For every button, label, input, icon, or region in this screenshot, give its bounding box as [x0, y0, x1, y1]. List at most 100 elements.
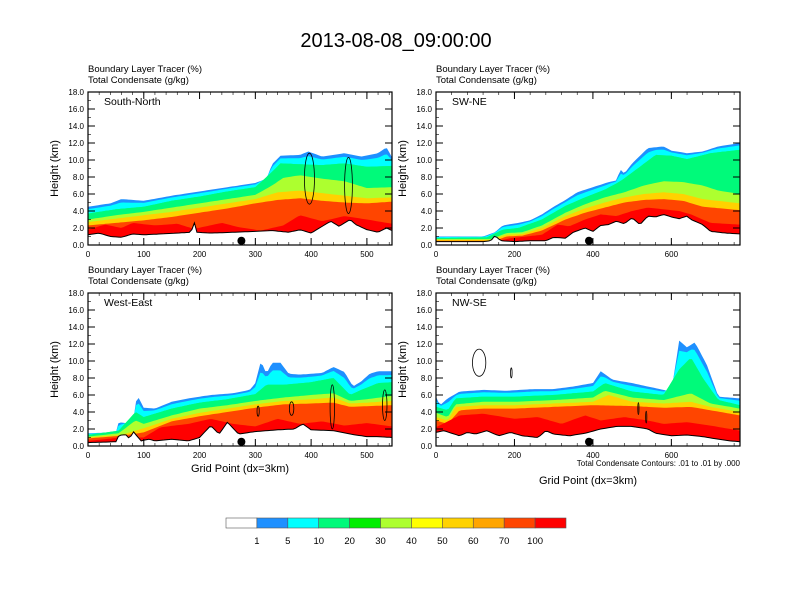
colorbar-swatch — [534, 517, 567, 529]
cross-section-label: SW-NE — [452, 96, 487, 108]
condensate-contour — [510, 367, 513, 379]
colorbar-label: 5 — [285, 536, 290, 547]
tracer-fill-t100-inner — [88, 418, 392, 443]
y-tick-label: 8.0 — [73, 374, 85, 383]
contour-info-label: Total Condensate Contours: .01 to .01 by… — [577, 459, 741, 468]
colorbar-swatch — [380, 517, 412, 529]
tracer-fill-t100-inner — [436, 413, 740, 442]
panel-subtitle-tracer: Boundary Layer Tracer (%) — [88, 265, 202, 276]
colorbar-label: 60 — [468, 536, 479, 547]
y-axis-label: Height (km) — [49, 140, 61, 197]
y-tick-label: 18.0 — [68, 289, 84, 298]
y-tick-label: 0.0 — [73, 241, 85, 250]
condensate-contour — [472, 348, 487, 377]
colorbar-swatch — [225, 517, 258, 529]
location-marker — [237, 236, 246, 245]
condensate-contour — [288, 401, 295, 416]
y-tick-label: 2.0 — [73, 425, 85, 434]
cross-section-label: South-North — [104, 96, 161, 108]
terrain-line — [436, 425, 740, 443]
x-tick-label: 0 — [86, 451, 91, 460]
colorbar-swatch — [411, 517, 443, 529]
terrain-line — [436, 214, 740, 243]
x-tick-label: 500 — [360, 250, 374, 259]
colorbar-label: 30 — [375, 536, 386, 547]
panel-subtitle-tracer: Boundary Layer Tracer (%) — [436, 265, 550, 276]
panel-subtitle-condensate: Total Condensate (g/kg) — [88, 276, 189, 287]
x-tick-label: 400 — [304, 451, 318, 460]
y-tick-label: 14.0 — [68, 122, 84, 131]
colorbar-label: 70 — [499, 536, 510, 547]
x-tick-label: 400 — [586, 250, 600, 259]
condensate-contour — [304, 152, 315, 205]
plot-area — [88, 148, 392, 245]
terrain-line — [88, 421, 392, 444]
x-tick-label: 100 — [137, 250, 151, 259]
panel-nw-se: Boundary Layer Tracer (%) Total Condensat… — [397, 265, 741, 487]
y-tick-label: 10.0 — [68, 156, 84, 165]
y-tick-label: 10.0 — [416, 357, 432, 366]
x-tick-label: 200 — [193, 250, 207, 259]
x-tick-label: 200 — [193, 451, 207, 460]
panel-south-north: Boundary Layer Tracer (%)Total Condensat… — [49, 64, 393, 259]
main-title: 2013-08-08_09:00:00 — [300, 30, 492, 52]
y-tick-label: 14.0 — [416, 323, 432, 332]
x-tick-label: 200 — [508, 451, 522, 460]
location-marker — [237, 437, 246, 446]
x-tick-label: 300 — [249, 250, 263, 259]
y-tick-label: 16.0 — [68, 105, 84, 114]
colorbar-label: 50 — [437, 536, 448, 547]
tracer-fill-t100-inner — [436, 207, 740, 242]
y-tick-label: 4.0 — [73, 408, 85, 417]
condensate-contour — [256, 405, 260, 417]
x-tick-label: 200 — [508, 250, 522, 259]
colorbar-label: 1 — [254, 536, 259, 547]
cross-section-label: West-East — [104, 297, 152, 309]
y-tick-label: 18.0 — [416, 289, 432, 298]
location-marker — [584, 437, 593, 446]
x-tick-label: 500 — [360, 451, 374, 460]
x-tick-label: 300 — [249, 451, 263, 460]
y-tick-label: 12.0 — [68, 340, 84, 349]
condensate-contour — [344, 157, 353, 214]
y-tick-label: 2.0 — [421, 425, 433, 434]
panel-subtitle-condensate: Total Condensate (g/kg) — [88, 75, 189, 86]
tracer-fill-t100-inner — [88, 215, 392, 238]
y-tick-label: 10.0 — [416, 156, 432, 165]
y-tick-label: 10.0 — [68, 357, 84, 366]
colorbar-swatch — [349, 517, 381, 529]
cross-section-label: NW-SE — [452, 297, 487, 309]
y-tick-label: 8.0 — [73, 173, 85, 182]
condensate-contour — [382, 389, 388, 421]
x-tick-label: 0 — [86, 250, 91, 259]
x-tick-label: 0 — [434, 451, 439, 460]
y-tick-label: 16.0 — [416, 306, 432, 315]
y-axis-label: Height (km) — [397, 140, 409, 197]
panel-west-east: Boundary Layer Tracer (%)Total Condensat… — [49, 265, 393, 475]
tracer-fill-t10-inner — [436, 149, 740, 242]
colorbar-label: 20 — [344, 536, 355, 547]
y-tick-label: 14.0 — [416, 122, 432, 131]
condensate-contour — [329, 384, 335, 430]
x-tick-label: 400 — [586, 451, 600, 460]
y-tick-label: 0.0 — [421, 241, 433, 250]
y-tick-label: 12.0 — [68, 139, 84, 148]
y-tick-label: 16.0 — [68, 306, 84, 315]
y-tick-label: 6.0 — [421, 391, 433, 400]
y-tick-label: 14.0 — [68, 323, 84, 332]
plot-area — [88, 362, 392, 446]
colorbar-label: 100 — [527, 536, 543, 547]
y-tick-label: 0.0 — [421, 442, 433, 451]
panel-subtitle-tracer: Boundary Layer Tracer (%) — [436, 64, 550, 75]
y-tick-label: 4.0 — [421, 408, 433, 417]
y-tick-label: 6.0 — [73, 391, 85, 400]
terrain-line — [88, 219, 392, 238]
y-tick-label: 2.0 — [421, 224, 433, 233]
panel-subtitle-tracer: Boundary Layer Tracer (%) — [88, 64, 202, 75]
y-tick-label: 18.0 — [68, 88, 84, 97]
colorbar-swatch — [472, 517, 505, 529]
y-tick-label: 0.0 — [73, 442, 85, 451]
colorbar-swatch — [318, 517, 350, 529]
y-tick-label: 6.0 — [421, 190, 433, 199]
colorbar-label: 10 — [313, 536, 324, 547]
